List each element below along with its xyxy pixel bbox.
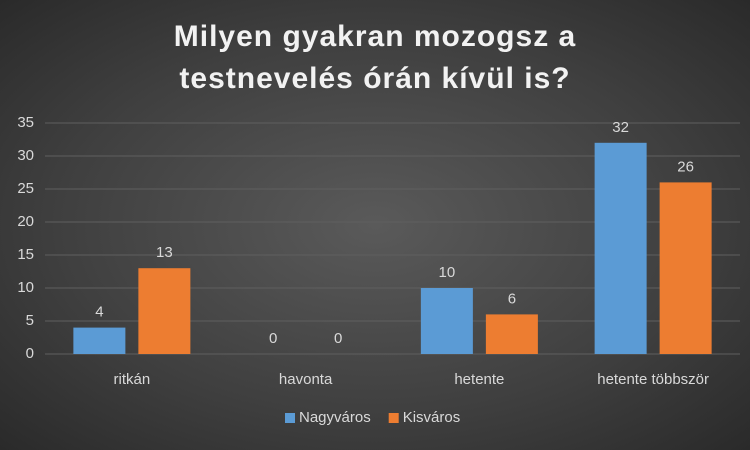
legend-label: Nagyváros xyxy=(299,409,371,426)
y-tick-label: 0 xyxy=(26,345,34,362)
bar xyxy=(73,327,126,354)
y-tick-label: 25 xyxy=(17,180,34,197)
data-label: 0 xyxy=(269,330,277,347)
y-tick-label: 15 xyxy=(17,246,34,263)
data-label: 13 xyxy=(156,244,173,261)
y-tick-label: 20 xyxy=(17,213,34,230)
bar xyxy=(659,182,712,354)
data-label: 10 xyxy=(439,264,456,281)
x-tick-label: hetente többször xyxy=(597,371,709,388)
data-label: 4 xyxy=(95,304,103,321)
data-label: 6 xyxy=(508,290,516,307)
x-tick-label: ritkán xyxy=(114,371,151,388)
legend-swatch xyxy=(388,413,399,423)
bar xyxy=(420,288,473,354)
chart-title: Milyen gyakran mozogsz a testnevelés órá… xyxy=(173,20,577,95)
bar xyxy=(138,268,191,354)
data-label: 26 xyxy=(677,158,694,175)
bar xyxy=(485,314,538,354)
bar xyxy=(594,142,647,354)
y-tick-label: 5 xyxy=(26,312,34,329)
y-tick-label: 35 xyxy=(17,114,34,131)
y-tick-label: 10 xyxy=(17,279,34,296)
data-label: 0 xyxy=(334,330,342,347)
legend-label: Kisváros xyxy=(403,409,461,426)
y-tick-label: 30 xyxy=(17,147,34,164)
legend-swatch xyxy=(285,413,295,423)
x-tick-label: hetente xyxy=(454,371,504,388)
data-label: 32 xyxy=(612,119,629,136)
x-tick-label: havonta xyxy=(279,371,333,388)
